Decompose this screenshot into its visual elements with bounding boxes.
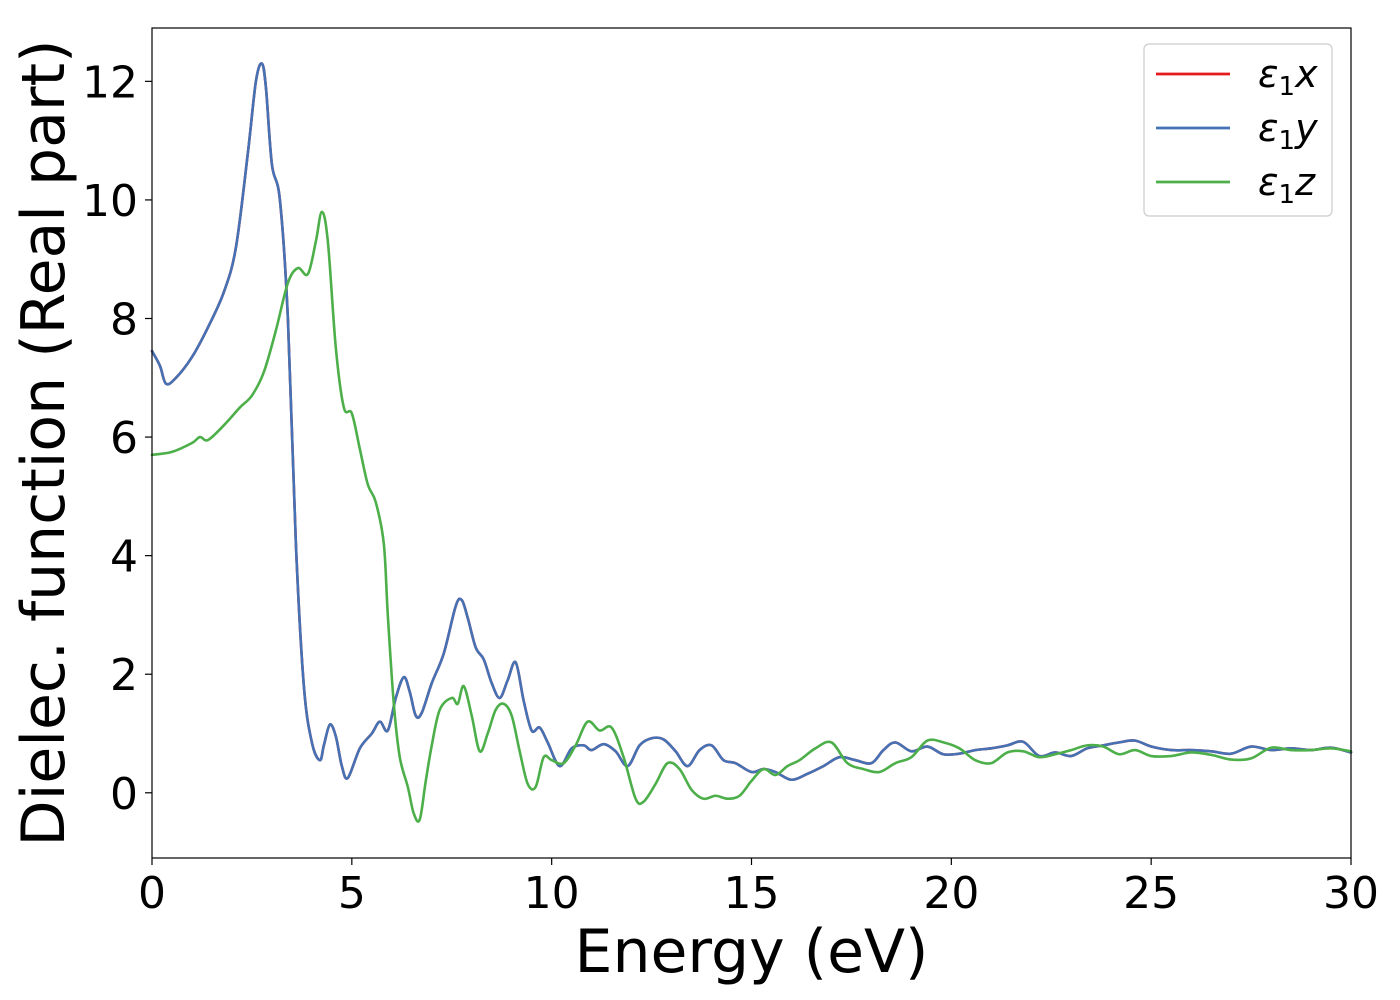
y-tick-label: 12 bbox=[82, 57, 138, 108]
y-tick-label: 2 bbox=[110, 650, 138, 701]
y-tick-label: 6 bbox=[110, 413, 138, 464]
x-tick-label: 5 bbox=[338, 868, 366, 919]
series-layer bbox=[150, 62, 1353, 823]
legend-label-x: ε1x bbox=[1258, 52, 1318, 102]
x-tick-label: 15 bbox=[724, 868, 780, 919]
x-tick-label: 10 bbox=[524, 868, 580, 919]
y-tick-label: 0 bbox=[110, 769, 138, 820]
series-line-z bbox=[150, 210, 1353, 823]
y-tick-label: 4 bbox=[110, 532, 138, 583]
x-tick-label: 30 bbox=[1323, 868, 1379, 919]
x-tick-label: 25 bbox=[1123, 868, 1179, 919]
y-tick-label: 10 bbox=[82, 176, 138, 227]
y-tick-label: 8 bbox=[110, 295, 138, 346]
x-axis-label: Energy (eV) bbox=[575, 917, 929, 987]
legend-box bbox=[1143, 43, 1333, 217]
legend-label-z: ε1z bbox=[1258, 160, 1316, 210]
legend-label-y: ε1y bbox=[1258, 106, 1318, 156]
x-tick-label: 0 bbox=[138, 868, 166, 919]
plot-frame bbox=[151, 27, 1352, 859]
x-tick-label: 20 bbox=[923, 868, 979, 919]
y-axis-label: Dielec. function (Real part) bbox=[9, 40, 79, 847]
ticks-layer: 0 5 10 15 20 25 30 0 2 4 6 8 10 12 bbox=[82, 57, 1379, 919]
